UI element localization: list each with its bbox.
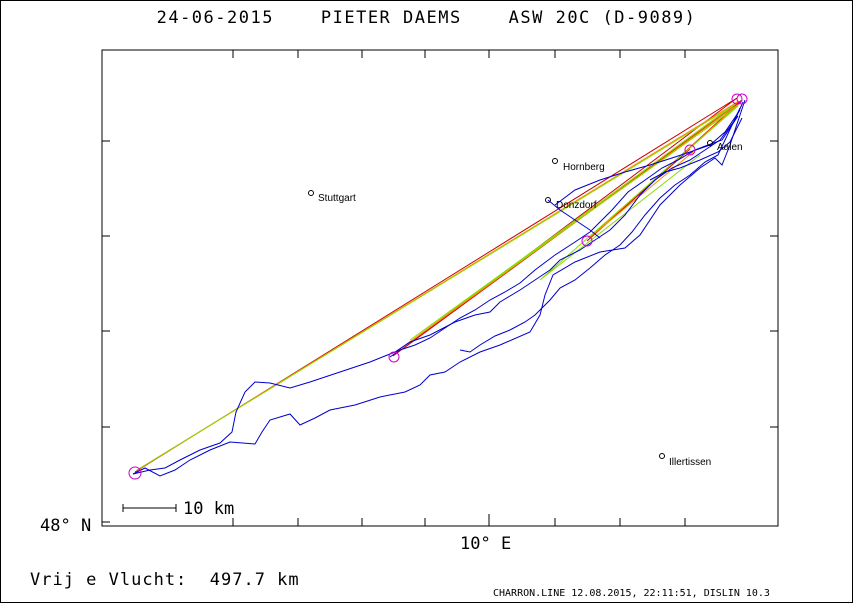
free-flight-distance: Vrij e Vlucht: 497.7 km [30, 570, 300, 590]
turnpoint-circle [581, 235, 593, 247]
city-dot [659, 453, 665, 459]
plot-frame [101, 49, 779, 527]
city-dot [707, 140, 713, 146]
lon-label: 10° E [460, 534, 511, 554]
turnpoint-circle [128, 466, 142, 480]
task-legs [134, 97, 743, 473]
turnpoint-circle [736, 93, 748, 105]
city-label-illertissen: Illertissen [669, 457, 711, 468]
flight-track [132, 99, 746, 477]
city-dot [552, 158, 558, 164]
left-ticks [102, 140, 110, 523]
city-label-aalen: Aalen [717, 142, 743, 153]
city-label-stuttgart: Stuttgart [318, 193, 356, 204]
city-dot [545, 197, 551, 203]
city-markers: Stuttgart Hornberg Donzdorf Aalen Illert… [308, 140, 743, 468]
scale-bar: 10 km [122, 499, 234, 519]
scale-bar-label: 10 km [183, 499, 234, 519]
city-dot [308, 190, 314, 196]
footer-info: CHARRON.LINE 12.08.2015, 22:11:51, DISLI… [493, 588, 770, 599]
top-ticks [232, 50, 686, 58]
turnpoints [128, 93, 748, 480]
turnpoint-circle [388, 351, 400, 363]
city-label-hornberg: Hornberg [563, 162, 605, 173]
bottom-ticks [232, 514, 686, 526]
lat-label: 48° N [40, 516, 91, 536]
turnpoint-circle [731, 93, 743, 105]
city-label-donzdorf: Donzdorf [556, 200, 597, 211]
right-ticks [770, 140, 778, 428]
turnpoint-circle [684, 144, 696, 156]
flight-title: 24-06-2015 PIETER DAEMS ASW 20C (D-9089) [156, 8, 697, 28]
